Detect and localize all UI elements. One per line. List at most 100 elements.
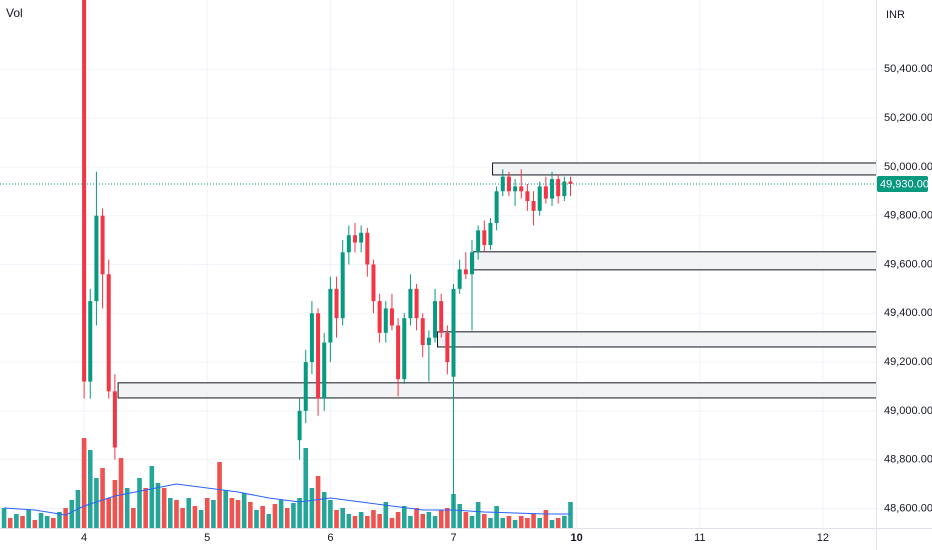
volume-bar: [106, 498, 112, 528]
candle-body: [383, 308, 388, 333]
volume-bar: [438, 510, 444, 528]
candle-body: [420, 318, 425, 346]
volume-bar: [475, 502, 481, 528]
volume-bar: [297, 498, 302, 528]
candle-body: [488, 223, 493, 245]
volume-bar: [383, 502, 389, 528]
volume-bar: [241, 493, 247, 528]
candle-body: [100, 215, 105, 275]
last-price-badge: [877, 175, 928, 192]
volume-bar: [118, 458, 124, 528]
y-tick-label: 50,400.00: [884, 63, 932, 75]
volume-bar: [512, 520, 518, 528]
volume-bar: [87, 450, 93, 528]
candle-body: [556, 179, 561, 197]
volume-bar: [500, 518, 506, 528]
candle-body: [346, 235, 351, 253]
volume-bar: [1, 508, 7, 528]
volume-bar: [186, 498, 192, 528]
volume-bar: [401, 506, 407, 528]
volume-bar: [377, 514, 382, 528]
y-tick-label: 48,800.00: [884, 454, 932, 466]
volume-bar: [235, 500, 241, 528]
volume-bar: [525, 518, 530, 528]
candle-body: [371, 264, 376, 302]
candle-body: [340, 252, 345, 319]
volume-bar: [63, 508, 68, 528]
candle-body: [537, 186, 542, 211]
candle-body: [297, 410, 302, 441]
volume-ma-line: [4, 483, 571, 516]
volume-bar: [445, 508, 450, 528]
candle-body: [469, 252, 474, 275]
candle-body: [500, 176, 505, 192]
candle-body: [408, 288, 413, 319]
volume-bar: [155, 483, 161, 528]
candle-body: [396, 325, 401, 380]
volume-bar: [137, 478, 142, 528]
volume-bar: [488, 518, 493, 528]
candle-body: [365, 232, 370, 265]
candle-body: [316, 313, 321, 399]
volume-bar: [531, 514, 536, 528]
volume-bar: [469, 516, 475, 528]
volume-bar: [568, 502, 573, 528]
zone: [473, 251, 876, 271]
volume-bar: [167, 498, 173, 528]
volume-bar: [57, 512, 62, 528]
volume-bar: [303, 448, 309, 528]
y-tick-label: 49,000.00: [884, 405, 932, 417]
volume-bar: [555, 518, 561, 528]
x-tick-label: 5: [204, 532, 210, 544]
candle-body: [531, 201, 536, 211]
volume-bar: [408, 516, 413, 528]
volume-bar: [211, 500, 216, 528]
volume-bar: [358, 512, 364, 528]
volume-bar: [174, 500, 179, 528]
volume-bar: [457, 504, 462, 528]
candle-body: [353, 235, 358, 243]
y-tick-label: 49,400.00: [884, 307, 932, 319]
volume-bar: [198, 510, 204, 528]
volume-bar: [334, 510, 339, 528]
y-tick-label: 48,600.00: [884, 502, 932, 514]
volume-bar: [518, 516, 524, 528]
candle-body: [309, 313, 314, 363]
volume-bar: [451, 494, 456, 528]
volume-bar: [365, 516, 370, 528]
candle-body: [334, 288, 339, 319]
candle-body: [303, 362, 308, 411]
volume-bar: [346, 514, 352, 528]
x-tick-label: 4: [81, 532, 87, 544]
candle-body: [426, 337, 431, 346]
y-tick-label: 50,200.00: [884, 112, 932, 124]
volume-bar: [7, 518, 13, 528]
candle-body: [322, 342, 327, 399]
candle-body: [451, 288, 456, 377]
volume-bar: [143, 488, 148, 528]
candle-body: [359, 232, 364, 243]
volume-bar: [506, 516, 512, 528]
volume-bar: [161, 488, 167, 528]
volume-bar: [291, 503, 296, 528]
candle-body: [482, 230, 487, 245]
candle-body: [543, 186, 548, 199]
volume-bar: [321, 492, 327, 528]
volume-bar: [562, 516, 567, 528]
candle-body: [82, 0, 87, 382]
volume-bar: [180, 508, 185, 528]
volume-bar: [340, 508, 345, 528]
x-tick-label: 7: [450, 532, 456, 544]
candle-body: [445, 332, 450, 363]
candle-body: [112, 391, 117, 448]
volume-bar: [278, 500, 284, 528]
candle-body: [506, 176, 511, 192]
candle-body: [414, 288, 419, 319]
y-tick-label: 49,800.00: [884, 210, 932, 222]
volume-bar: [463, 512, 469, 528]
volume-bar: [254, 510, 259, 528]
x-tick-label: 6: [327, 532, 333, 544]
volume-bar: [414, 508, 419, 528]
candle-body: [476, 230, 481, 253]
